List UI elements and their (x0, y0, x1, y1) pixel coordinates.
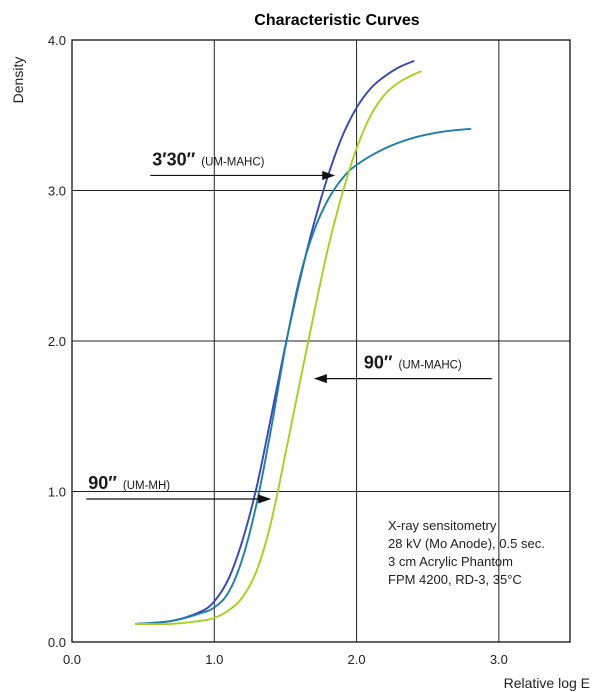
annotation-label-3: 90″ (UM-MH) (88, 473, 170, 493)
annotation-sub-text: (UM-MH) (123, 480, 170, 492)
y-tick-label: 4.0 (48, 33, 66, 48)
annotation-main-text: 90″ (364, 353, 393, 373)
tick-labels: 0.0 1.0 2.0 3.0 0.0 1.0 2.0 3.0 4.0 (48, 33, 508, 667)
annotation-main-text: 90″ (88, 473, 117, 493)
y-axis-label: Density (10, 57, 26, 104)
annotation-arrowhead (313, 374, 327, 384)
y-tick-label: 1.0 (48, 485, 66, 500)
note-line: 28 kV (Mo Anode), 0.5 sec. (388, 536, 545, 551)
curves (135, 60, 472, 626)
y-tick-label: 2.0 (48, 334, 66, 349)
x-tick-label: 2.0 (348, 652, 366, 667)
annotation-main-text: 3′30″ (152, 149, 195, 169)
curve-series-1 (135, 60, 415, 625)
chart-title: Characteristic Curves (254, 12, 420, 29)
x-tick-label: 0.0 (63, 652, 81, 667)
annotation-arrowhead (322, 170, 336, 180)
annotation-sub-text: (UM-MAHC) (399, 360, 462, 372)
note-line: X-ray sensitometry (388, 518, 497, 533)
curve-series-2 (135, 127, 472, 625)
grid (71, 39, 571, 643)
annotations: 3′30″ (UM-MAHC) 90″ (UM-MAHC) 90″ (UM-MH) (86, 149, 492, 504)
x-tick-label: 3.0 (490, 652, 508, 667)
x-tick-label: 1.0 (205, 652, 223, 667)
curve-series-3 (135, 70, 422, 626)
annotation-label-1: 3′30″ (UM-MAHC) (152, 149, 264, 169)
annotation-sub-text: (UM-MAHC) (201, 156, 264, 168)
annotation-label-2: 90″ (UM-MAHC) (364, 353, 462, 373)
y-tick-label: 0.0 (48, 635, 66, 650)
x-axis-label: Relative log E (504, 675, 590, 691)
notes-block: X-ray sensitometry 28 kV (Mo Anode), 0.5 … (388, 518, 545, 587)
y-tick-label: 3.0 (48, 184, 66, 199)
annotation-arrowhead (258, 494, 272, 504)
note-line: FPM 4200, RD-3, 35°C (388, 572, 522, 587)
note-line: 3 cm Acrylic Phantom (388, 554, 513, 569)
